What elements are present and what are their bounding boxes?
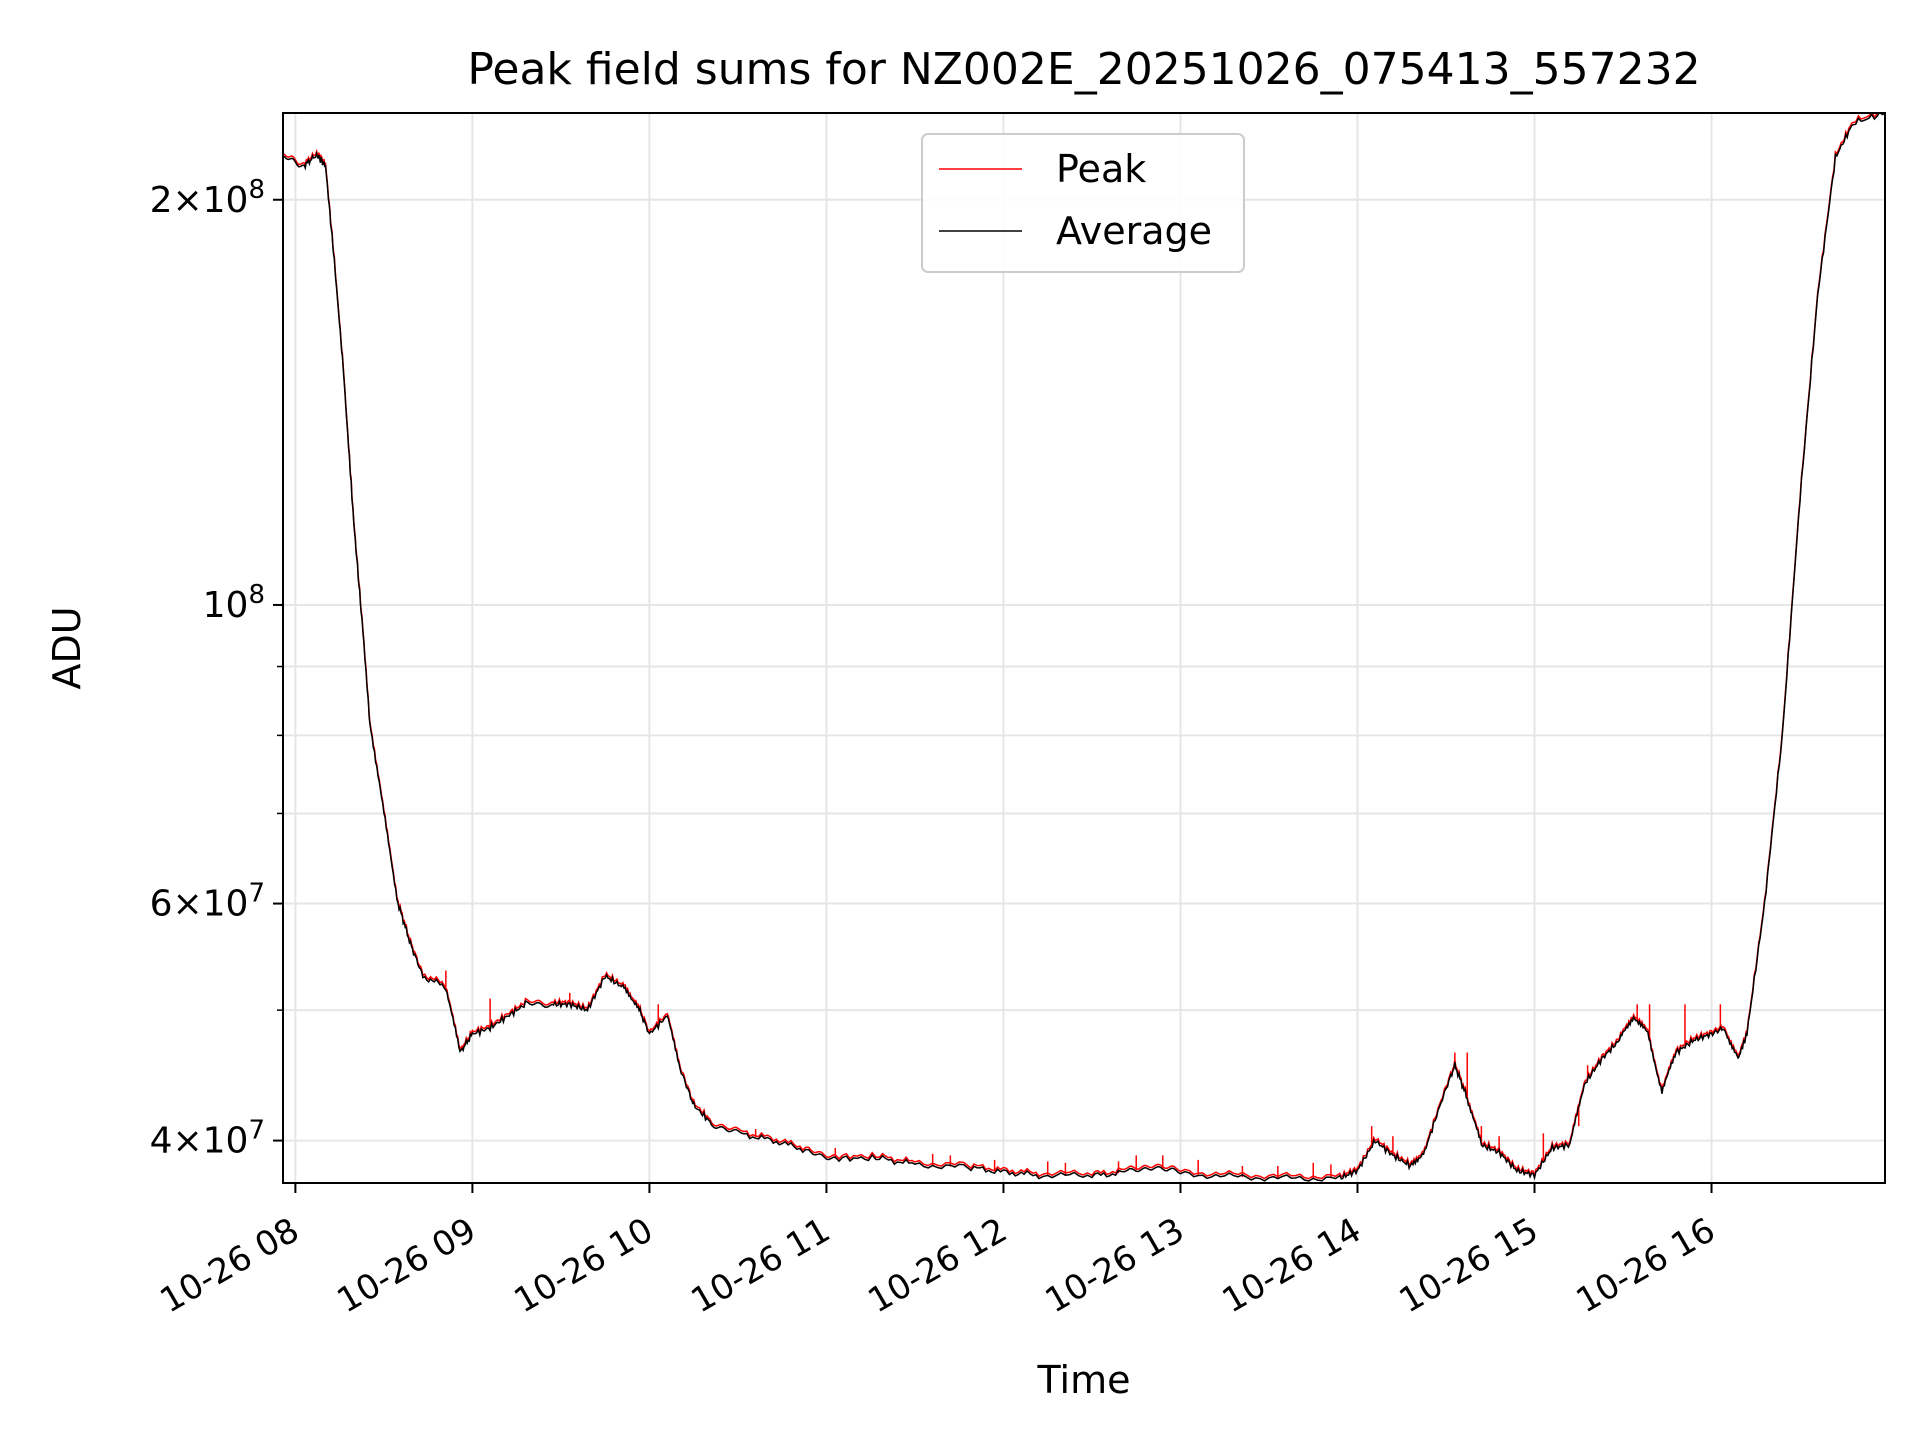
series-line-average [283,113,1885,1182]
chart-title: Peak field sums for NZ002E_20251026_0754… [467,44,1700,95]
legend: Peak Average [921,133,1245,273]
legend-label-average: Average [1056,209,1212,253]
plot-area-frame [282,112,1886,1184]
grid-lines [283,113,1885,1183]
y-tick-label: 4×107 [150,1116,265,1162]
y-tick-label: 6×107 [150,879,265,925]
y-axis-label: ADU [45,606,89,689]
series-lines [283,113,1885,1182]
legend-label-peak: Peak [1056,147,1146,191]
y-tick-label: 2×108 [150,175,265,221]
x-axis-label: Time [1037,1358,1131,1402]
